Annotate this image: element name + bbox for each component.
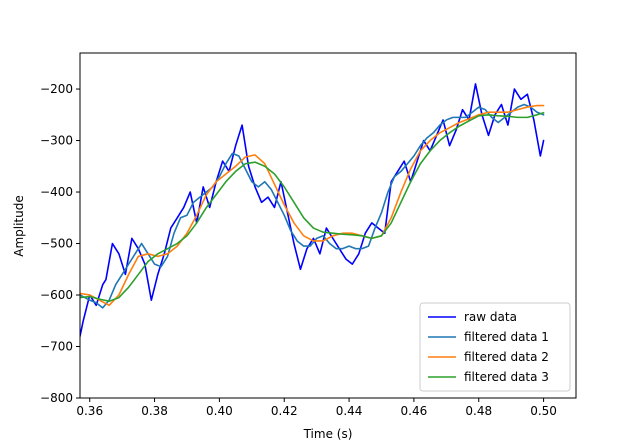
x-tick-label: 0.44: [336, 404, 363, 418]
series-layer: [80, 83, 545, 338]
x-tick-label: 0.48: [465, 404, 492, 418]
y-tick-label: −700: [40, 340, 73, 354]
y-axis: −800 −700 −600 −500 −400 −300 −200: [40, 82, 80, 405]
legend-box: [419, 302, 571, 392]
x-tick-label: 0.40: [206, 404, 233, 418]
legend-label: filtered data 3: [464, 370, 549, 384]
legend-label: filtered data 1: [464, 330, 549, 344]
x-tick-label: 0.42: [271, 404, 298, 418]
y-tick-label: −500: [40, 237, 73, 251]
y-axis-label: Amplitude: [12, 195, 26, 257]
x-tick-label: 0.36: [76, 404, 103, 418]
x-axis: 0.36 0.38 0.40 0.42 0.44 0.46 0.48 0.50: [76, 398, 557, 418]
legend: raw data filtered data 1 filtered data 2 fi…: [419, 302, 571, 392]
y-tick-label: −400: [40, 185, 73, 199]
y-tick-label: −300: [40, 134, 73, 148]
y-tick-label: −800: [40, 391, 73, 405]
x-tick-label: 0.38: [141, 404, 168, 418]
x-axis-label: Time (s): [303, 427, 353, 441]
plot-frame: [79, 52, 577, 399]
series-line-3: [80, 104, 545, 307]
legend-label: raw data: [464, 310, 517, 324]
series-line-1: [80, 83, 545, 338]
legend-label: filtered data 2: [464, 350, 549, 364]
series-line-4: [80, 111, 545, 302]
y-tick-label: −200: [40, 82, 73, 96]
x-tick-label: 0.46: [401, 404, 428, 418]
y-tick-label: −600: [40, 288, 73, 302]
series-line-2: [80, 103, 545, 309]
x-tick-label: 0.50: [530, 404, 557, 418]
